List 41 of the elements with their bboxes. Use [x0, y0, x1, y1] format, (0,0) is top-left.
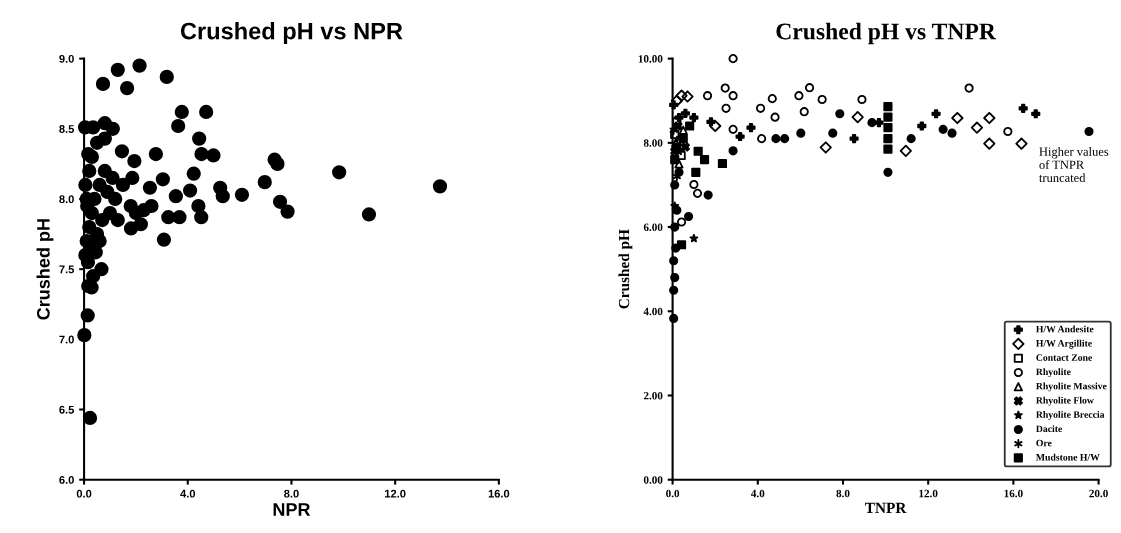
y-tick-label: 7.5: [59, 265, 75, 274]
x-tick-label: 16.0: [488, 489, 510, 498]
legend-label: Rhyolite: [1036, 368, 1071, 378]
x-tick-label: 12.0: [385, 489, 406, 498]
x-tick-label: 4.0: [751, 489, 765, 498]
x-tick-label: 0.0: [666, 489, 680, 498]
legend-label: H/W Argillite: [1036, 339, 1092, 349]
y-tick-label: 8.0: [59, 195, 74, 204]
y-tick-label: 2.00: [643, 391, 663, 400]
y-tick-label: 8.5: [59, 125, 75, 133]
x-tick-label: 12.0: [919, 489, 938, 498]
y-tick-label: 0.00: [643, 476, 663, 484]
x-tick-label: 8.0: [284, 489, 299, 498]
legend-label: H/W Andesite: [1036, 325, 1094, 333]
x-tick-label: 4.0: [180, 489, 196, 498]
chart-title: Crushed pH vs TNPR: [776, 22, 997, 45]
y-tick-label: 7.0: [59, 335, 74, 344]
legend-label: Rhyolite Massive: [1036, 382, 1107, 392]
y-axis-title: Crushed pH: [36, 219, 54, 320]
y-tick-label: 9.0: [59, 54, 74, 63]
y-tick-label: 4.00: [643, 307, 663, 316]
x-axis-title: NPR: [273, 503, 311, 516]
legend-label: Rhyolite Flow: [1036, 396, 1094, 406]
y-tick-label: 6.00: [643, 223, 663, 232]
legend-label: Dacite: [1036, 425, 1063, 433]
legend-label: Mudstone H/W: [1036, 453, 1100, 461]
x-tick-label: 16.0: [1004, 489, 1023, 498]
y-tick-label: 6.0: [59, 475, 74, 484]
x-axis-title: TNPR: [865, 502, 907, 513]
y-axis-title: Crushed pH: [618, 229, 633, 309]
legend-label: Rhyolite Breccia: [1036, 411, 1105, 420]
x-tick-label: 0.0: [76, 489, 92, 498]
x-tick-label: 20.0: [1089, 489, 1108, 498]
legend-label: Ore: [1036, 439, 1052, 447]
y-tick-label: 10.00: [638, 55, 663, 63]
chart-title: Crushed pH vs NPR: [180, 22, 403, 45]
y-tick-label: 6.5: [59, 405, 75, 414]
x-tick-label: 8.0: [836, 489, 850, 498]
y-tick-label: 8.00: [643, 139, 663, 147]
legend-label: Contact Zone: [1036, 354, 1093, 361]
annotation: Higher values of TNPR truncated: [1039, 147, 1109, 183]
